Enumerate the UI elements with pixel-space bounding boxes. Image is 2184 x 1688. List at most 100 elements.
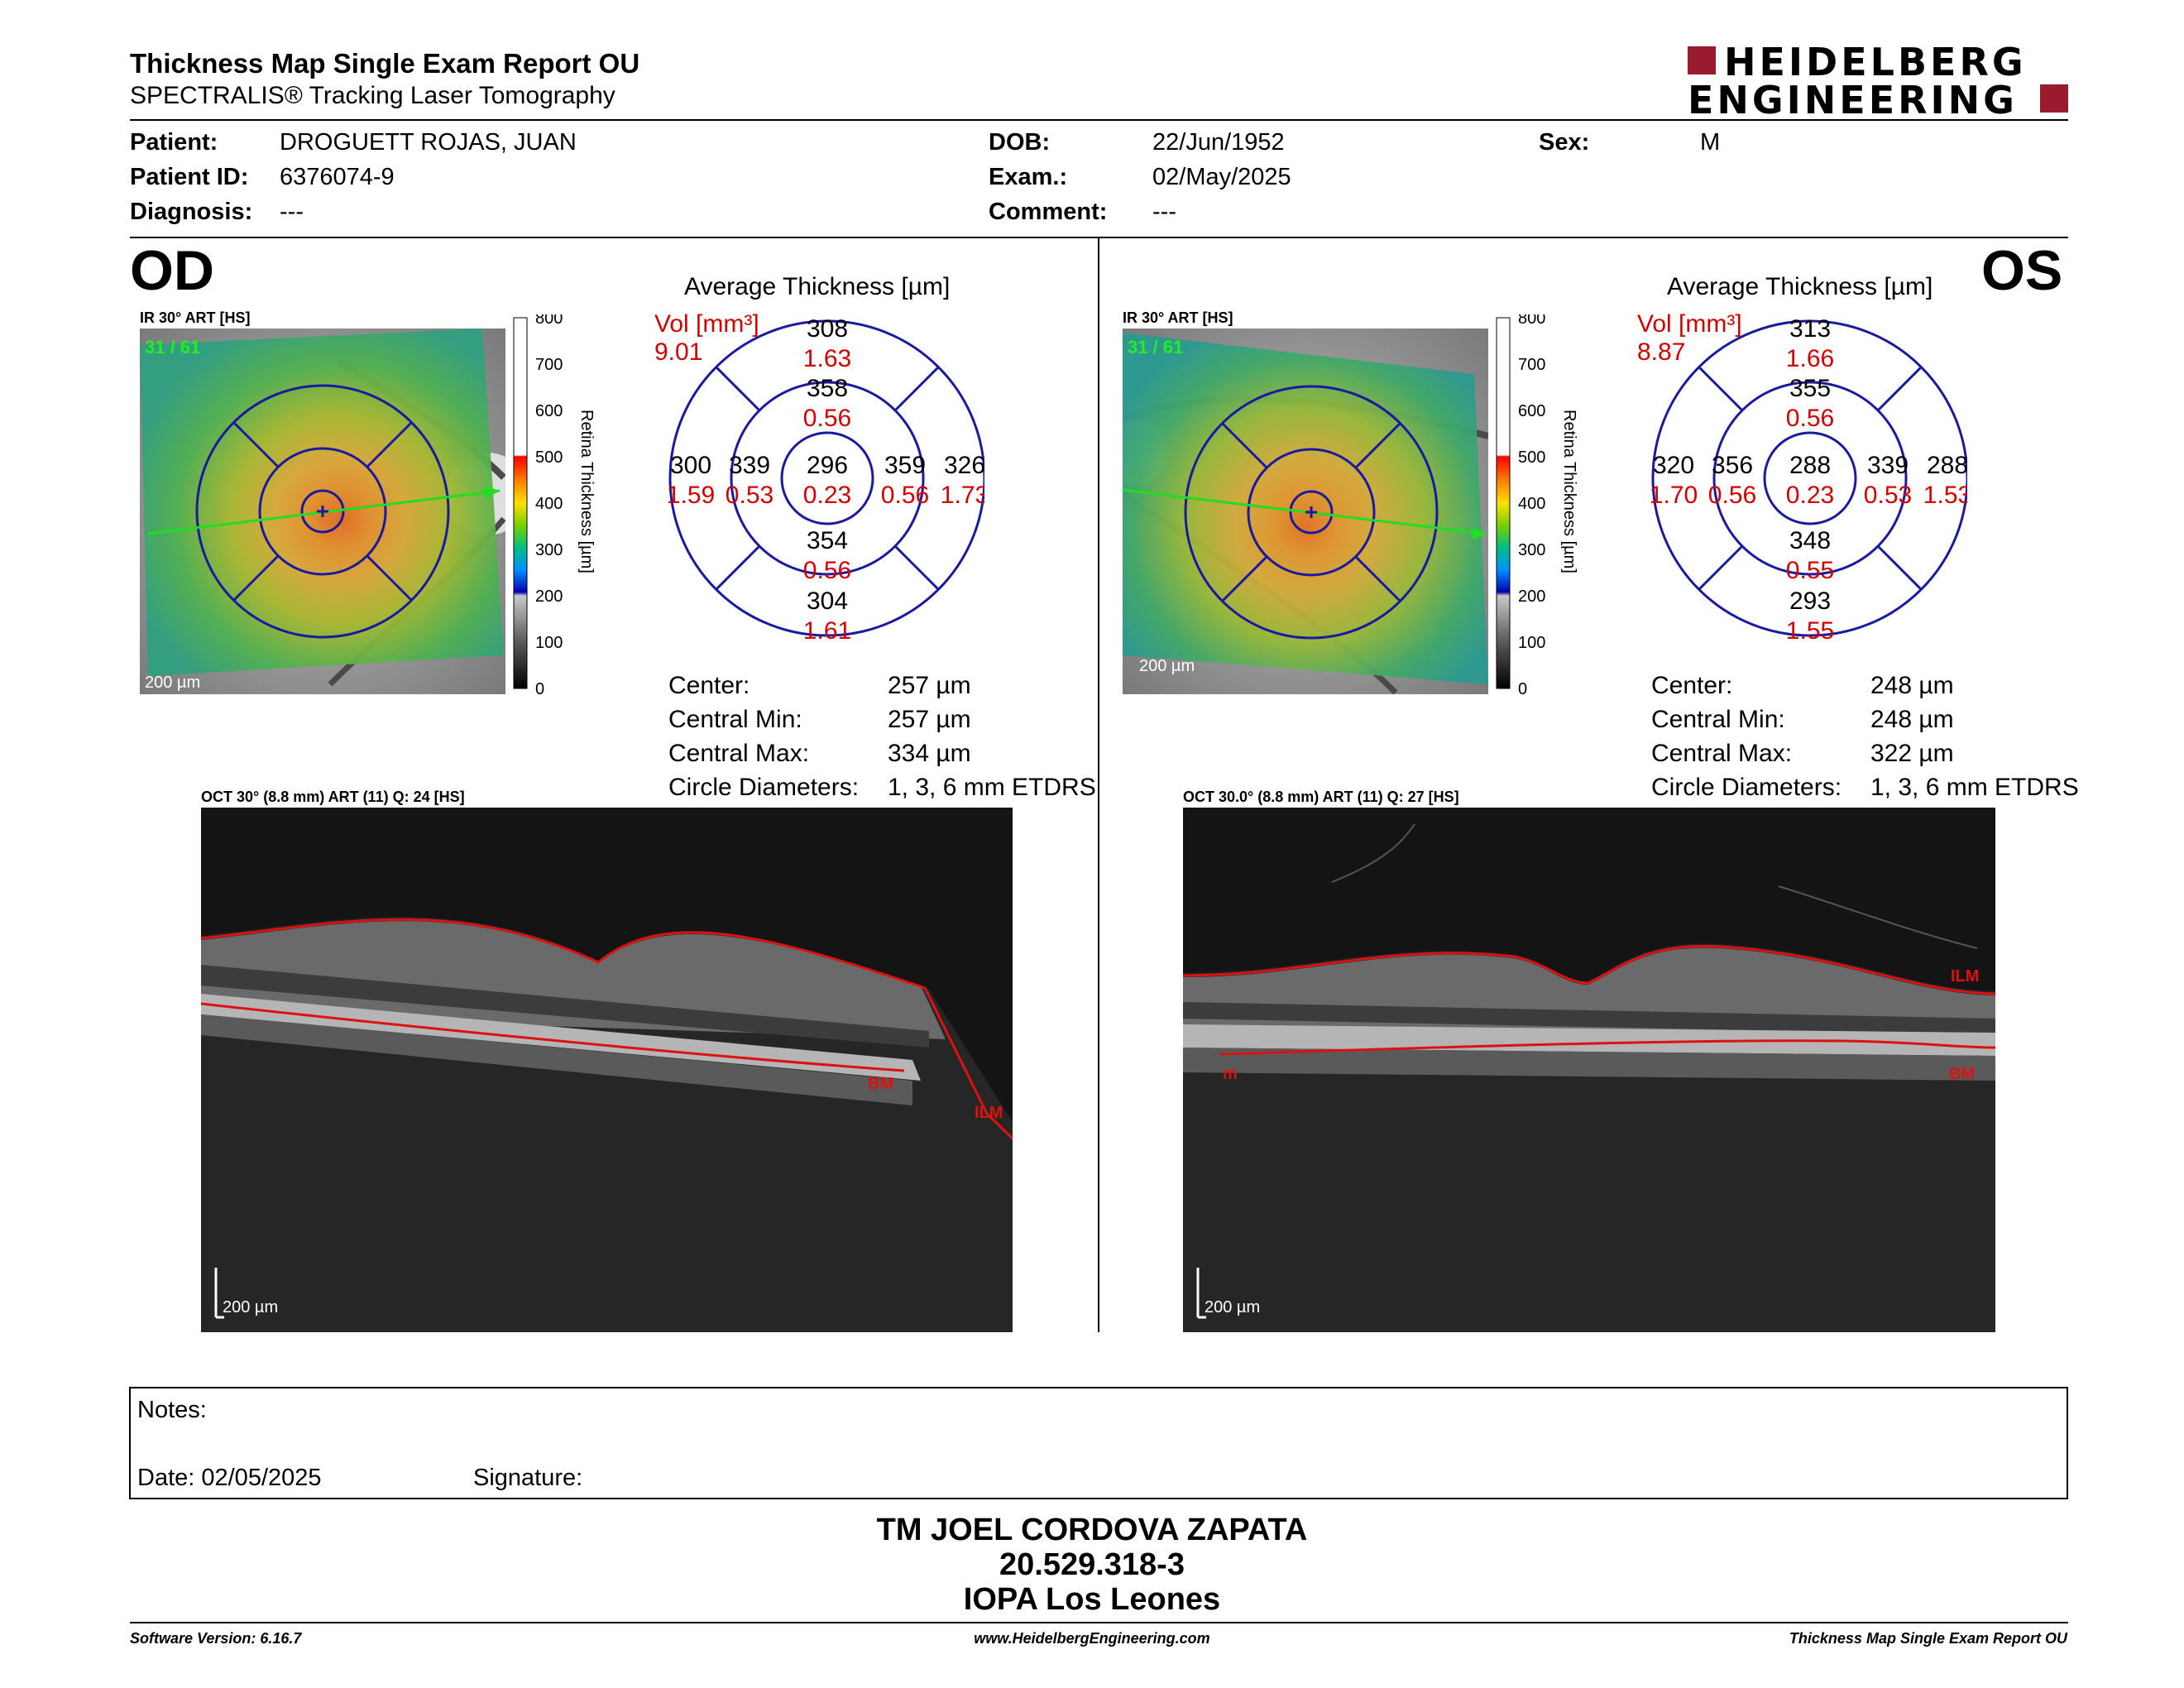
od-avg-title: Average Thickness [µm] <box>684 273 951 300</box>
os-circle-diam-value: 1, 3, 6 mm ETDRS <box>1870 774 2079 801</box>
os-stats-labels: Center: Central Min: Central Max: Circle… <box>1651 669 1842 804</box>
center-divider <box>1098 238 1099 1332</box>
patient-label: Patient: <box>130 129 218 156</box>
footer-report-title: Thickness Map Single Exam Report OU <box>1789 1630 2067 1647</box>
od-outer-superior-thickness: 308 <box>807 315 848 343</box>
svg-text:700: 700 <box>535 356 563 374</box>
od-thickness-scale: 800 700 600 500 400 300 200 100 0 Retina… <box>509 309 608 698</box>
od-inner-left-volume: 0.53 <box>726 482 774 509</box>
od-central-max-label: Central Max: <box>668 740 810 767</box>
notes-date: Date: 02/05/2025 <box>137 1465 322 1491</box>
os-etdrs-grid: 313 1.66 355 0.56 288 0.23 356 0.56 339 … <box>1636 313 1971 645</box>
od-ir-caption: IR 30° ART [HS] <box>140 309 251 326</box>
header-rule <box>130 119 2068 121</box>
od-inner-inferior-thickness: 354 <box>807 527 848 554</box>
os-outer-inferior-thickness: 293 <box>1789 587 1831 615</box>
website-link[interactable]: www.HeidelbergEngineering.com <box>974 1630 1210 1647</box>
od-outer-left-volume: 1.59 <box>667 482 715 509</box>
dob-value: 22/Jun/1952 <box>1152 129 1285 156</box>
os-outer-right-volume: 1.53 <box>1923 482 1967 509</box>
od-central-min-label: Central Min: <box>668 706 802 733</box>
os-outer-superior-volume: 1.66 <box>1786 345 1834 372</box>
os-central-min-value: 248 µm <box>1870 706 1954 733</box>
od-inner-superior-volume: 0.56 <box>803 405 851 432</box>
os-ir-caption: IR 30° ART [HS] <box>1123 309 1233 326</box>
os-center-label: Center: <box>1651 672 1733 699</box>
od-outer-right-volume: 1.73 <box>941 482 984 509</box>
od-ilm-label: ILM <box>975 1104 1003 1122</box>
os-m-label: m <box>1223 1065 1238 1083</box>
patient-name: DROGUETT ROJAS, JUAN <box>280 129 577 156</box>
od-volume-total: 9.01 <box>654 338 703 366</box>
os-inner-left-thickness: 356 <box>1712 452 1753 479</box>
os-outer-left-volume: 1.70 <box>1650 482 1698 509</box>
od-frame-counter: 31 / 61 <box>145 337 200 357</box>
signer-place: IOPA Los Leones <box>963 1582 1221 1617</box>
patient-id-label: Patient ID: <box>130 164 249 190</box>
notes-label: Notes: <box>137 1397 207 1423</box>
exam-value: 02/May/2025 <box>1152 164 1291 190</box>
svg-text:300: 300 <box>1518 541 1545 559</box>
od-oct-bscan[interactable]: BM ILM 200 µm <box>200 808 1014 1332</box>
os-frame-counter: 31 / 61 <box>1128 337 1183 357</box>
svg-text:600: 600 <box>535 402 563 420</box>
notes-box[interactable]: Notes: Date: 02/05/2025 Signature: <box>129 1387 2068 1499</box>
os-thickness-scale: 800 700 600 500 400 300 200 100 0 Retina… <box>1492 309 1591 698</box>
od-outer-superior-volume: 1.63 <box>803 345 851 372</box>
os-stats-values: 248 µm 248 µm 322 µm 1, 3, 6 mm ETDRS <box>1870 669 2079 804</box>
od-scale-ticks: 800 700 600 500 400 300 200 100 0 <box>535 309 563 698</box>
svg-text:300: 300 <box>535 541 563 559</box>
os-fundus-image[interactable]: 200 µm 31 / 61 <box>1102 328 1490 695</box>
od-stats-labels: Center: Central Min: Central Max: Circle… <box>668 669 859 804</box>
od-stats-values: 257 µm 257 µm 334 µm 1, 3, 6 mm ETDRS <box>888 669 1096 804</box>
os-outer-right-thickness: 288 <box>1927 452 1967 479</box>
od-inner-superior-thickness: 358 <box>807 375 848 402</box>
od-circle-diam-value: 1, 3, 6 mm ETDRS <box>888 774 1096 801</box>
od-scale-label: Retina Thickness [µm] <box>577 410 596 573</box>
svg-text:0: 0 <box>535 680 544 695</box>
od-center-value: 257 µm <box>888 672 971 699</box>
od-eye-label: OD <box>130 239 214 302</box>
os-scale-ticks: 800 700 600 500 400 300 200 100 0 <box>1518 309 1545 698</box>
svg-text:500: 500 <box>1518 448 1545 467</box>
od-center-volume: 0.23 <box>803 482 851 509</box>
svg-text:400: 400 <box>535 495 563 513</box>
os-center-thickness: 288 <box>1789 452 1831 479</box>
od-fundus-image[interactable]: 200 µm 31 / 61 <box>140 328 529 694</box>
svg-text:100: 100 <box>535 634 563 652</box>
signature-label: Signature: <box>473 1465 583 1491</box>
os-avg-title: Average Thickness [µm] <box>1667 273 1933 300</box>
os-volume-label: Vol [mm³] <box>1637 310 1742 338</box>
od-volume-box: Vol [mm³] 9.01 <box>654 310 759 367</box>
comment-value: --- <box>1152 199 1176 225</box>
report-title: Thickness Map Single Exam Report OU <box>130 48 640 79</box>
os-fundus-scalebar: 200 µm <box>1139 657 1195 675</box>
od-inner-left-thickness: 339 <box>729 452 770 479</box>
exam-label: Exam.: <box>989 164 1068 190</box>
os-circle-diam-label: Circle Diameters: <box>1651 774 1842 801</box>
od-center-thickness: 296 <box>807 452 848 479</box>
os-volume-box: Vol [mm³] 8.87 <box>1637 310 1742 367</box>
patient-id: 6376074-9 <box>280 164 395 190</box>
os-oct-caption: OCT 30.0° (8.8 mm) ART (11) Q: 27 [HS] <box>1183 789 1459 805</box>
od-inner-inferior-volume: 0.56 <box>803 557 851 584</box>
od-oct-caption: OCT 30° (8.8 mm) ART (11) Q: 24 [HS] <box>201 789 465 805</box>
od-outer-inferior-thickness: 304 <box>807 587 848 615</box>
os-inner-right-thickness: 339 <box>1867 452 1909 479</box>
sex-value: M <box>1700 129 1721 156</box>
os-central-min-label: Central Min: <box>1651 706 1785 733</box>
logo-square-bottom <box>2040 84 2068 113</box>
od-central-max-value: 334 µm <box>888 740 971 767</box>
od-central-min-value: 257 µm <box>888 706 971 733</box>
os-central-max-value: 322 µm <box>1870 740 1954 767</box>
od-circle-diam-label: Circle Diameters: <box>668 774 860 801</box>
os-oct-bscan[interactable]: ILM m BM 200 µm <box>1182 808 1996 1332</box>
svg-text:500: 500 <box>535 448 563 467</box>
os-oct-scalebar: 200 µm <box>1205 1298 1260 1316</box>
patient-rule <box>130 237 2068 238</box>
svg-text:200: 200 <box>535 587 563 606</box>
os-eye-label: OS <box>1981 239 2063 302</box>
os-inner-inferior-thickness: 348 <box>1789 527 1831 554</box>
signer-id: 20.529.318-3 <box>999 1547 1185 1582</box>
os-inner-right-volume: 0.53 <box>1864 482 1912 509</box>
